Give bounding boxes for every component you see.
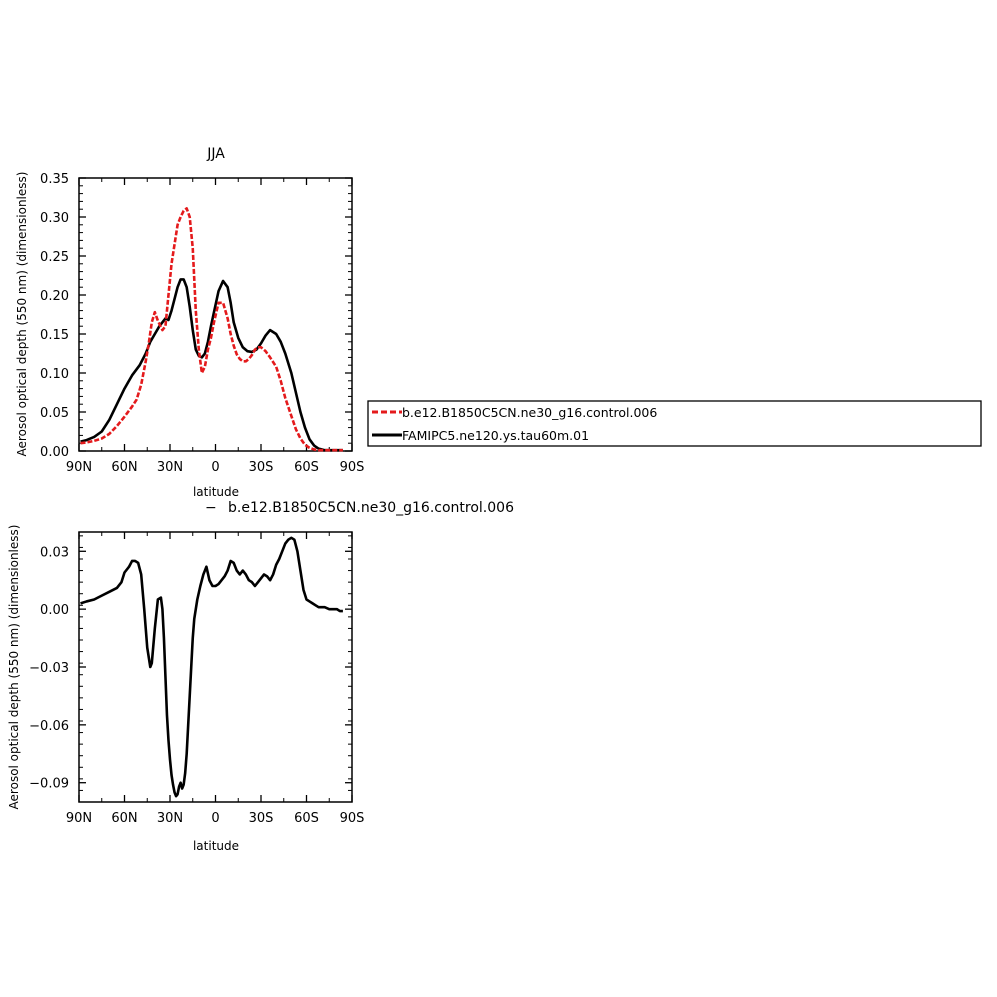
top-x-tick-label: 60S [294,460,319,475]
bottom-y-tick-label: −0.06 [29,719,69,734]
top-x-tick-label: 30S [249,460,274,475]
top-x-axis-title: latitude [193,485,239,499]
bottom-chart-title-prefix: − [205,500,217,516]
bottom-y-tick-label: 0.03 [40,545,69,560]
bottom-chart-title: b.e12.B1850C5CN.ne30_g16.control.006 [228,500,514,516]
bottom-panel: − b.e12.B1850C5CN.ne30_g16.control.006 9… [7,500,514,853]
top-plot-area: 90N 60N 30N 0 30S 60S 90S 0.00 0.05 0.10 0.15 0.20 0… [40,172,364,475]
bottom-y-axis-title: Aerosol optical depth (550 nm) (dimensio… [7,525,21,810]
legend-box [367,400,982,447]
top-x-tick-label: 60N [111,460,137,475]
bottom-x-tick-label: 0 [211,811,219,826]
top-panel: JJA 90N 60N 30N 0 30S 60S 90S 0.00 0.05 0.10 0.15 0… [15,146,364,499]
top-y-tick-label: 0.20 [40,289,69,304]
bottom-x-tick-label: 90S [340,811,365,826]
top-chart-title: JJA [206,146,225,162]
top-x-tick-label: 90S [340,460,365,475]
legend-label-series-2: FAMIPC5.ne120.ys.tau60m.01 [402,428,589,443]
bottom-x-tick-label: 60N [111,811,137,826]
top-series-line-2 [80,278,343,452]
top-y-tick-label: 0.35 [40,172,69,187]
bottom-series-line-1 [80,536,343,798]
legend-label-series-1: b.e12.B1850C5CN.ne30_g16.control.006 [402,405,657,420]
top-y-tick-label: 0.25 [40,250,69,265]
bottom-y-tick-label: 0.00 [40,603,69,618]
top-y-axis-title: Aerosol optical depth (550 nm) (dimensio… [15,172,29,457]
bottom-x-tick-label: 30S [249,811,274,826]
top-series-line-1 [80,207,343,452]
legend: b.e12.B1850C5CN.ne30_g16.control.006 FAM… [367,400,982,447]
top-x-tick-label: 0 [211,460,219,475]
bottom-plot-area: 90N 60N 30N 0 30S 60S 90S 0.03 0.00 −0.03 −0.06 −0.… [29,531,365,826]
bottom-x-tick-label: 60S [294,811,319,826]
bottom-plot-frame [78,531,353,803]
bottom-x-axis-title: latitude [193,839,239,853]
bottom-y-tick-label: −0.03 [29,661,69,676]
top-x-tick-label: 90N [66,460,92,475]
top-y-tick-label: 0.00 [40,445,69,460]
top-x-tick-label: 30N [157,460,183,475]
top-y-tick-label: 0.05 [40,406,69,421]
top-y-tick-label: 0.15 [40,328,69,343]
bottom-x-tick-label: 30N [157,811,183,826]
bottom-x-tick-label: 90N [66,811,92,826]
top-y-tick-label: 0.10 [40,367,69,382]
top-y-tick-label: 0.30 [40,211,69,226]
bottom-y-tick-label: −0.09 [29,777,69,792]
